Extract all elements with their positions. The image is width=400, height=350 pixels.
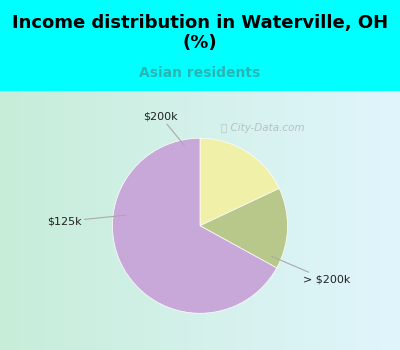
Wedge shape: [200, 138, 279, 226]
Text: > $200k: > $200k: [272, 256, 350, 285]
Text: $125k: $125k: [47, 215, 126, 226]
Text: $200k: $200k: [143, 111, 184, 145]
Text: Income distribution in Waterville, OH
(%): Income distribution in Waterville, OH (%…: [12, 14, 388, 52]
Wedge shape: [200, 189, 288, 268]
Text: ⓘ City-Data.com: ⓘ City-Data.com: [221, 123, 305, 133]
Text: Asian residents: Asian residents: [139, 66, 261, 80]
Wedge shape: [112, 138, 277, 313]
